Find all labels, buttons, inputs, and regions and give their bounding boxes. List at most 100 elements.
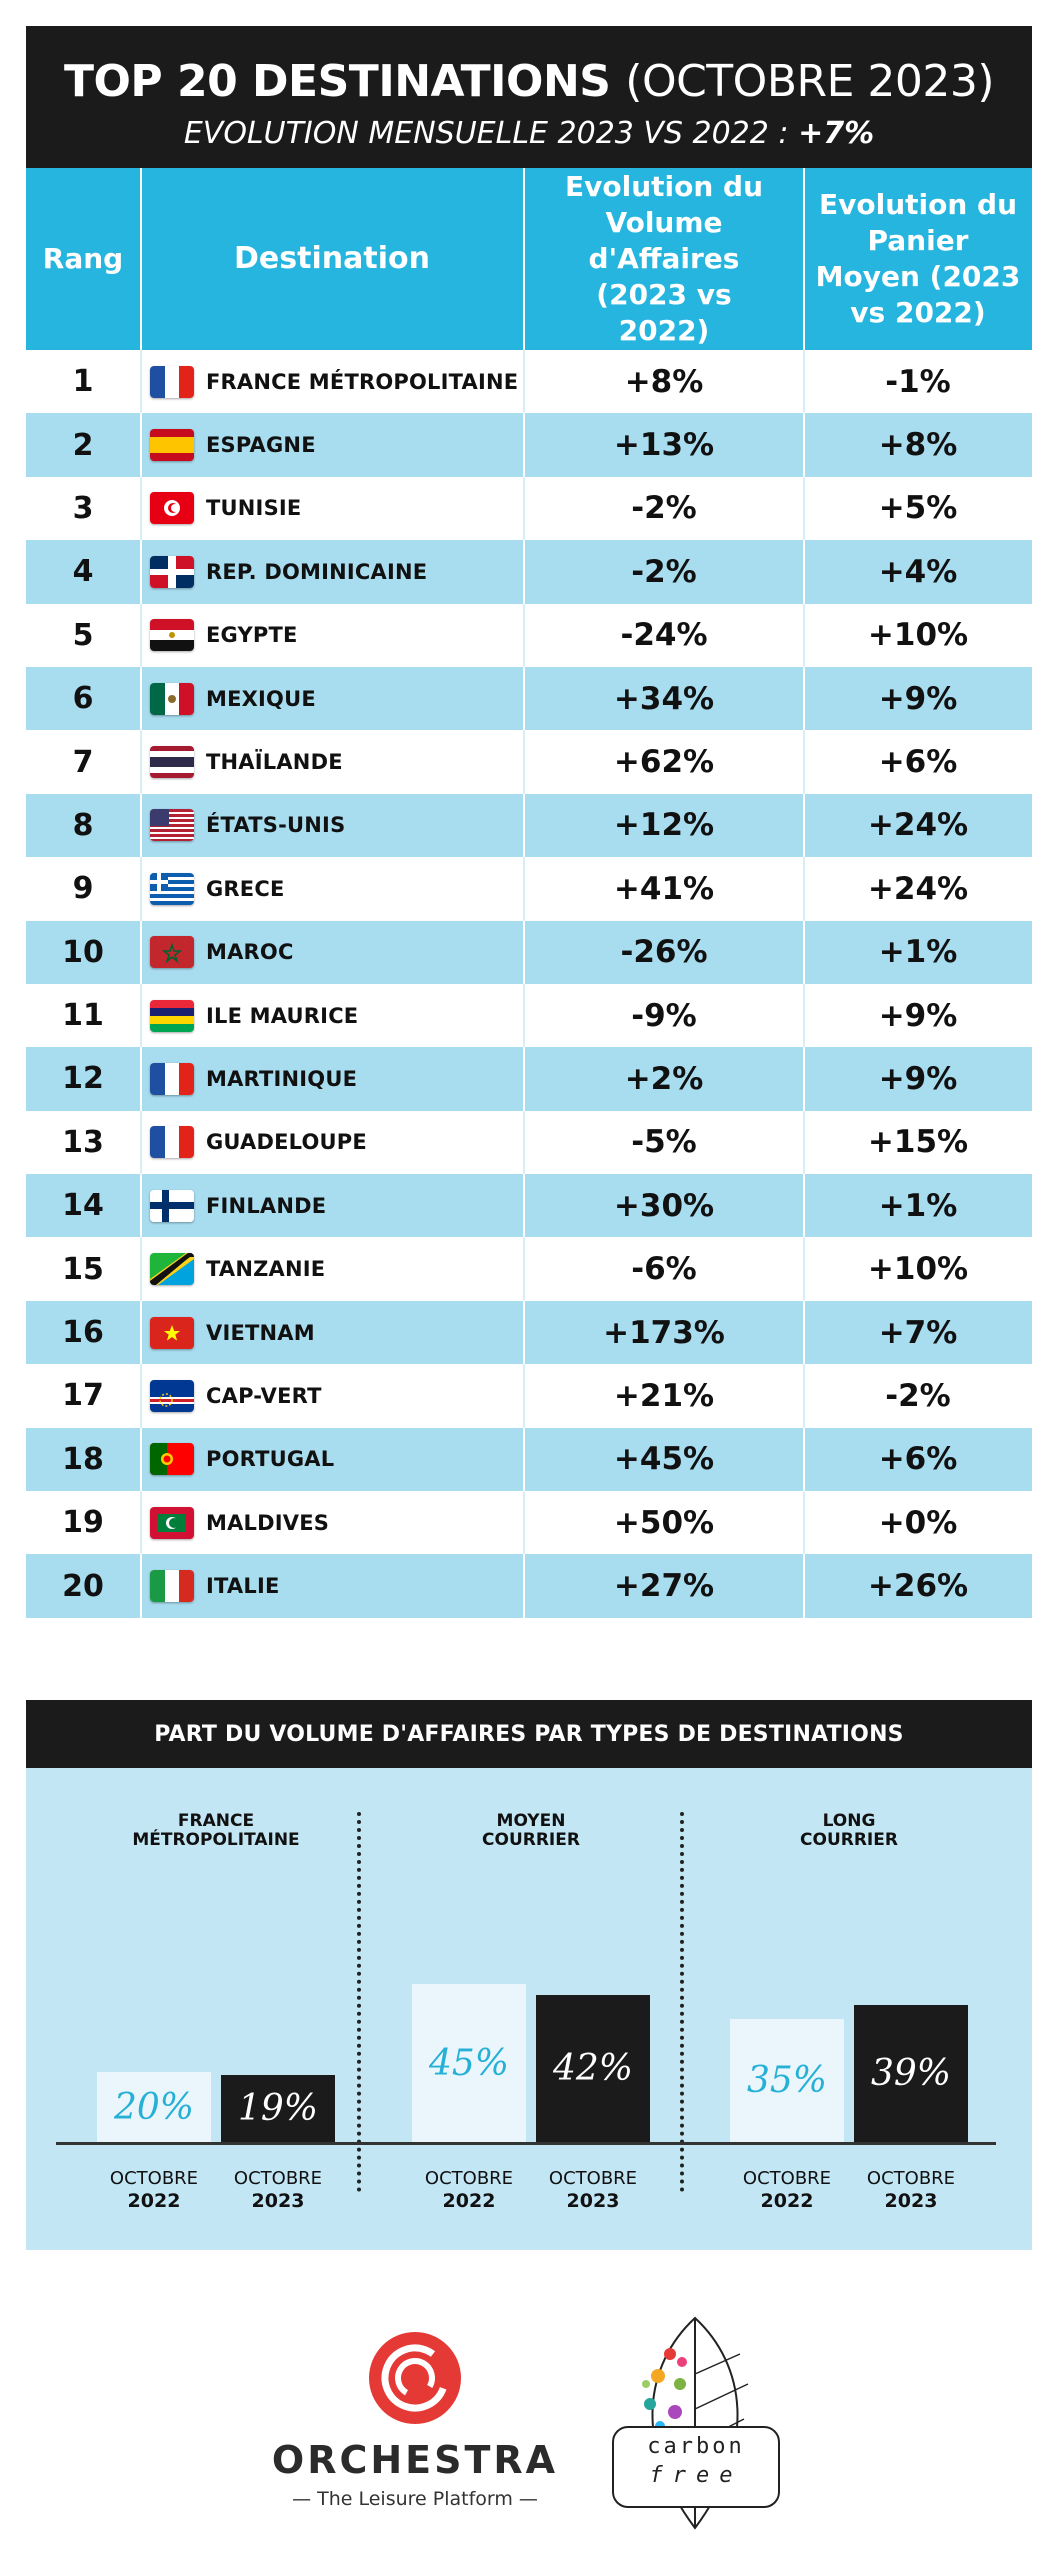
column-divider [803,1237,805,1301]
bar-2022: 20% [97,2072,211,2142]
destination-cell: VIETNAM [150,1301,522,1364]
column-divider [140,1300,142,1365]
table-row: 14 FINLANDE +30% +1% [26,1174,1032,1238]
column-divider [140,1427,142,1492]
column-divider [803,1047,805,1111]
destination-cell: MEXIQUE [150,667,522,730]
volume-evolution-cell: -2% [631,490,697,527]
period-month: OCTOBRE [742,2168,832,2189]
column-divider [803,1364,805,1428]
column-divider [523,603,525,667]
basket-evolution-cell: +15% [867,1124,969,1161]
column-divider [140,857,142,921]
rank-cell: 16 [62,1315,104,1351]
column-divider [523,1491,525,1555]
column-divider [523,413,525,477]
period-year: 2023 [566,2190,620,2212]
column-divider [140,983,142,1048]
finland-flag-icon [150,1189,194,1222]
basket-evolution-cell: +1% [878,934,958,971]
basket-evolution-cell: +6% [878,1441,958,1478]
destination-cell: THAÏLANDE [150,730,522,793]
destination-cell: FRANCE MÉTROPOLITAINE [150,350,522,413]
column-divider [523,983,525,1048]
greece-flag-icon [150,872,194,905]
mauritius-flag-icon [150,999,194,1032]
column-divider [803,920,805,984]
rank-cell: 20 [62,1568,104,1604]
basket-evolution-cell: +9% [878,1060,958,1097]
tunisia-flag-icon [150,492,194,525]
table-body: 1 FRANCE MÉTROPOLITAINE +8% -1% 2 ESPAGNE +13%… [26,350,1032,1618]
destination-cell: ILE MAURICE [150,984,522,1047]
destination-name: FINLANDE [206,1193,327,1218]
rank-cell: 6 [72,681,94,717]
volume-evolution-cell: -24% [620,617,708,654]
column-divider [523,350,525,414]
column-divider [140,920,142,984]
column-divider [523,1110,525,1175]
column-divider [140,350,142,414]
rank-cell: 18 [62,1441,104,1477]
destination-name: MAROC [206,940,294,965]
destination-name: ITALIE [206,1574,280,1599]
destination-cell: PORTUGAL [150,1428,522,1491]
column-divider [140,730,142,794]
table-row: 9 GRECE +41% +24% [26,857,1032,921]
column-header-destination: Destination [234,241,430,276]
destination-name: GRECE [206,876,285,901]
column-divider [523,857,525,921]
period-year: 2022 [760,2190,814,2212]
destination-cell: TANZANIE [150,1237,522,1300]
volume-evolution-cell: +50% [613,1504,715,1541]
destination-cell: TUNISIE [150,477,522,540]
basket-evolution-cell: -1% [885,363,951,400]
basket-evolution-cell: +24% [867,870,969,907]
destination-cell: CAP-VERT [150,1364,522,1427]
column-divider [523,476,525,541]
basket-evolution-cell: +10% [867,1251,969,1288]
column-divider [803,413,805,477]
volume-evolution-cell: -9% [631,997,697,1034]
column-divider [523,1364,525,1428]
column-divider [803,1300,805,1365]
destination-name: PORTUGAL [206,1447,335,1472]
dominican-republic-flag-icon [150,555,194,588]
column-divider [803,666,805,731]
column-divider [523,1427,525,1492]
spain-flag-icon [150,429,194,462]
period-month: OCTOBRE [866,2168,956,2189]
destination-name: EGYPTE [206,623,298,648]
morocco-flag-icon [150,936,194,969]
category-label: LONG COURRIER [800,1811,898,1850]
volume-evolution-cell: +62% [613,744,715,781]
bar-2023: 39% [854,2005,968,2142]
destination-name: ILE MAURICE [206,1003,359,1028]
rank-cell: 3 [72,490,94,526]
destination-cell: REP. DOMINICAINE [150,540,522,603]
destination-cell: ITALIE [150,1554,522,1617]
period-month: OCTOBRE [109,2168,199,2189]
basket-evolution-cell: +24% [867,807,969,844]
period-month: OCTOBRE [233,2168,323,2189]
period-label: OCTOBRE 2022 [409,2168,529,2212]
dotted-separator [680,1812,684,2192]
period-year: 2022 [442,2190,496,2212]
destination-name: TUNISIE [206,496,302,521]
column-divider [803,793,805,858]
column-header-panier: Evolution du Panier Moyen (2023 vs 2022) [815,188,1021,329]
column-divider [803,168,805,350]
basket-evolution-cell: +10% [867,617,969,654]
column-divider [523,1047,525,1111]
period-year: 2022 [127,2190,181,2212]
period-label: OCTOBRE 2023 [533,2168,653,2212]
table-row: 10 MAROC -26% +1% [26,920,1032,984]
volume-evolution-cell: -6% [631,1251,697,1288]
destination-name: CAP-VERT [206,1383,322,1408]
basket-evolution-cell: +1% [878,1187,958,1224]
subtitle: EVOLUTION MENSUELLE 2023 VS 2022 : +7% [26,116,1032,151]
table-row: 15 TANZANIE -6% +10% [26,1237,1032,1301]
column-divider [523,1174,525,1238]
destination-name: GUADELOUPE [206,1130,367,1155]
vietnam-flag-icon [150,1316,194,1349]
